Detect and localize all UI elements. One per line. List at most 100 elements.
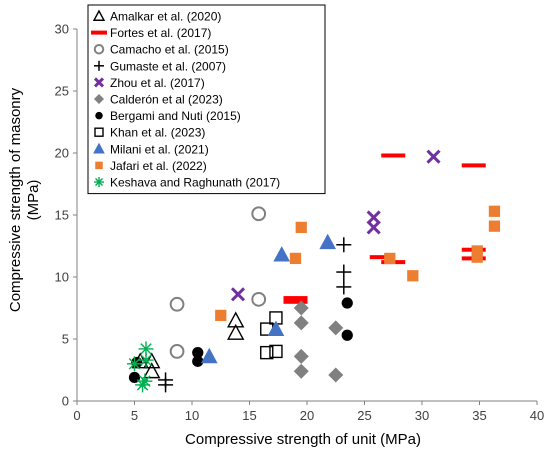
- legend-label: Khan et al. (2023): [110, 126, 205, 140]
- data-point: [369, 255, 394, 260]
- x-tick-label: 30: [415, 408, 429, 423]
- data-point: [471, 251, 483, 263]
- legend-label: Camacho et al. (2015): [110, 43, 229, 57]
- data-point: [341, 329, 353, 341]
- series-10: [127, 341, 154, 393]
- legend-label: Keshava and Raghunath (2017): [110, 176, 280, 190]
- data-point: [230, 287, 246, 302]
- x-tick-label: 10: [185, 408, 199, 423]
- y-tick-label: 20: [55, 146, 69, 161]
- data-point: [273, 246, 291, 262]
- legend-label: Amalkar et al. (2020): [110, 10, 221, 24]
- series-9: [215, 205, 501, 322]
- legend-label: Gumaste et al. (2007): [110, 59, 226, 73]
- legend-marker: [93, 77, 105, 88]
- series-4: [230, 149, 441, 302]
- data-point: [135, 377, 151, 393]
- series-6: [128, 297, 353, 384]
- y-axis-title: Compressive strength of masonry(MPa): [7, 87, 42, 312]
- data-point: [169, 296, 185, 312]
- data-markers: [127, 149, 501, 393]
- y-tick-label: 10: [55, 270, 69, 285]
- y-tick-label: 25: [55, 84, 69, 99]
- data-point: [260, 345, 274, 360]
- legend: Amalkar et al. (2020) Fortes et al. (2017…: [87, 4, 326, 195]
- data-point: [461, 163, 486, 168]
- x-tick-label: 20: [300, 408, 314, 423]
- data-point: [328, 320, 344, 336]
- legend-box: [87, 4, 326, 195]
- data-point: [227, 311, 245, 328]
- data-point: [366, 220, 381, 235]
- legend-label: Calderón et al (2023): [110, 93, 223, 107]
- y-tick-label: 0: [62, 394, 69, 409]
- data-point: [283, 299, 308, 304]
- data-point: [488, 205, 501, 217]
- data-point: [293, 363, 309, 379]
- legend-marker: [94, 127, 104, 137]
- y-tick-label: 5: [62, 332, 69, 347]
- data-point: [227, 323, 245, 340]
- x-tick-label: 25: [357, 408, 371, 423]
- legend-label: Fortes et al. (2017): [110, 26, 211, 40]
- legend-marker: [95, 111, 103, 120]
- data-point: [384, 252, 396, 265]
- data-point: [169, 344, 185, 359]
- y-tick-label: 30: [55, 22, 69, 37]
- x-tick-label: 40: [530, 408, 544, 423]
- legend-marker: [93, 142, 105, 154]
- x-axis-title: Compressive strength of unit (MPa): [185, 431, 421, 448]
- data-point: [269, 344, 283, 359]
- data-point: [200, 347, 218, 364]
- legend-marker: [93, 43, 105, 55]
- data-point: [319, 233, 337, 250]
- legend-label: Milani et al. (2021): [110, 142, 209, 156]
- data-point: [289, 252, 302, 265]
- data-point: [138, 352, 154, 368]
- legend-marker: [94, 60, 104, 71]
- legend-marker: [95, 161, 103, 170]
- y-axis-title-line: Compressive strength of masonry: [7, 87, 24, 312]
- series-3: [158, 237, 352, 393]
- data-point: [192, 347, 204, 359]
- legend-marker: [94, 177, 104, 187]
- data-point: [283, 296, 308, 301]
- legend-marker: [91, 30, 107, 35]
- data-point: [293, 348, 309, 364]
- x-tick-label: 0: [73, 408, 80, 423]
- data-point: [127, 356, 142, 372]
- data-point: [267, 320, 285, 336]
- data-point: [381, 153, 406, 158]
- legend-marker: [94, 94, 104, 104]
- data-point: [407, 270, 419, 282]
- y-axis-title-line: (MPa): [25, 180, 42, 221]
- series-8: [200, 233, 337, 364]
- data-point: [295, 221, 307, 234]
- data-point: [336, 264, 352, 280]
- data-point: [426, 149, 441, 164]
- data-point: [251, 291, 267, 307]
- data-point: [471, 245, 483, 257]
- data-point: [293, 315, 309, 331]
- data-point: [293, 300, 309, 316]
- series-5: [293, 300, 344, 383]
- data-point: [158, 377, 174, 393]
- x-tick-label: 35: [472, 408, 486, 423]
- tick-labels: 0 5 10 15 20 25 30 35 40 0 5 10 15 20 25 30: [55, 22, 545, 424]
- x-tick-label: 5: [131, 408, 138, 423]
- legend-marker: [92, 9, 106, 21]
- y-tick-label: 15: [55, 208, 69, 223]
- data-point: [328, 367, 344, 383]
- data-point: [215, 309, 227, 322]
- axes: [73, 28, 538, 405]
- data-point: [341, 297, 353, 309]
- x-tick-label: 15: [242, 408, 256, 423]
- data-point: [143, 362, 161, 379]
- data-point: [192, 355, 204, 367]
- data-point: [488, 220, 501, 232]
- data-point: [336, 279, 352, 295]
- series-2: [169, 206, 267, 359]
- legend-label: Bergami and Nuti (2015): [110, 109, 241, 123]
- legend-label: Jafari et al. (2022): [110, 159, 207, 173]
